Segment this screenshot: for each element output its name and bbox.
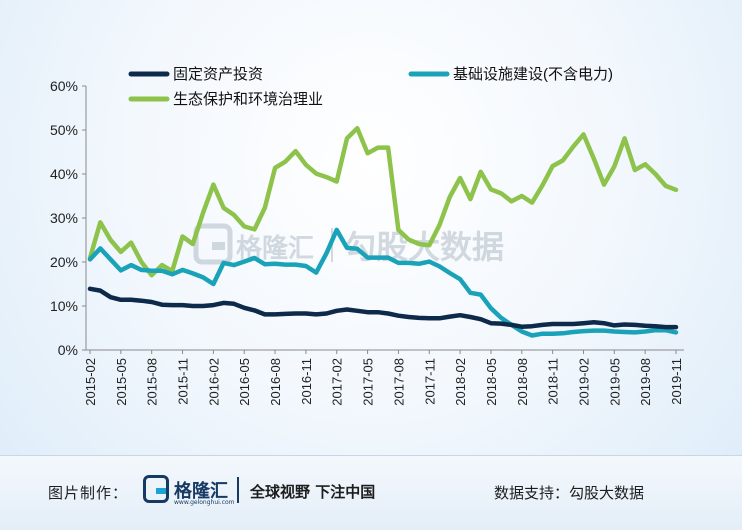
footer-separator [237,477,239,503]
y-tick-label: 20% [50,254,78,270]
y-tick-label: 60% [50,78,78,94]
data-source: 数据支持：勾股大数据 [494,484,645,502]
x-tick-label: 2018-05 [484,358,499,406]
x-tick-label: 2018-11 [546,358,561,405]
x-tick-label: 2019-02 [576,358,591,406]
x-tick-label: 2017-11 [422,358,437,405]
series-line-0 [87,286,679,330]
line-chart: 格隆汇 勾股大数据 0%10%20%30%40%50%60% 2015-02 20… [50,66,684,406]
watermark-logo-icon-inner [212,242,225,250]
x-tick-label: 2015-08 [145,358,160,406]
gelonghui-logo-icon [143,475,169,503]
footer-divider [0,455,742,456]
watermark-text: 勾股大数据 [344,228,504,266]
logo-text: 格隆汇 [174,481,228,502]
y-tick-label: 30% [50,210,78,226]
logo-url: www.gelonghui.com [174,499,235,506]
y-tick-label: 10% [50,298,78,314]
y-tick-label: 0% [58,342,78,358]
x-tick-label: 2019-11 [669,358,684,405]
x-tick-label: 2018-08 [515,358,530,406]
x-tick-label: 2019-08 [638,358,653,406]
x-tick-label: 2019-05 [607,358,622,406]
y-tick-label: 50% [50,122,78,138]
series-line-1 [87,227,679,338]
x-tick-label: 2017-08 [391,358,406,406]
watermark-logo-icon [193,223,233,265]
legend-label: 基础设施建设(不含电力) [453,66,613,83]
legend-label: 固定资产投资 [173,66,263,83]
legend-label: 生态保护和环境治理业 [173,90,323,108]
x-tick-label: 2016-05 [237,358,252,406]
x-tick-label: 2016-08 [268,358,283,406]
series-line-2 [87,125,679,278]
x-tick-label: 2015-02 [83,358,98,406]
x-tick-label: 2017-02 [330,358,345,406]
x-tick-label: 2015-11 [176,358,191,405]
x-tick-label: 2017-05 [361,358,376,406]
x-tick-label: 2016-11 [299,358,314,405]
y-tick-label: 40% [50,166,78,182]
x-tick-label: 2018-02 [453,358,468,406]
x-tick-label: 2015-05 [114,358,129,406]
credit-label: 图片制作： [48,484,129,502]
x-tick-label: 2016-02 [206,358,221,406]
footer-bar: 图片制作： 格隆汇 www.gelonghui.com 全球视野 下注中国 数据… [0,455,742,530]
slogan: 全球视野 下注中国 [250,483,376,501]
